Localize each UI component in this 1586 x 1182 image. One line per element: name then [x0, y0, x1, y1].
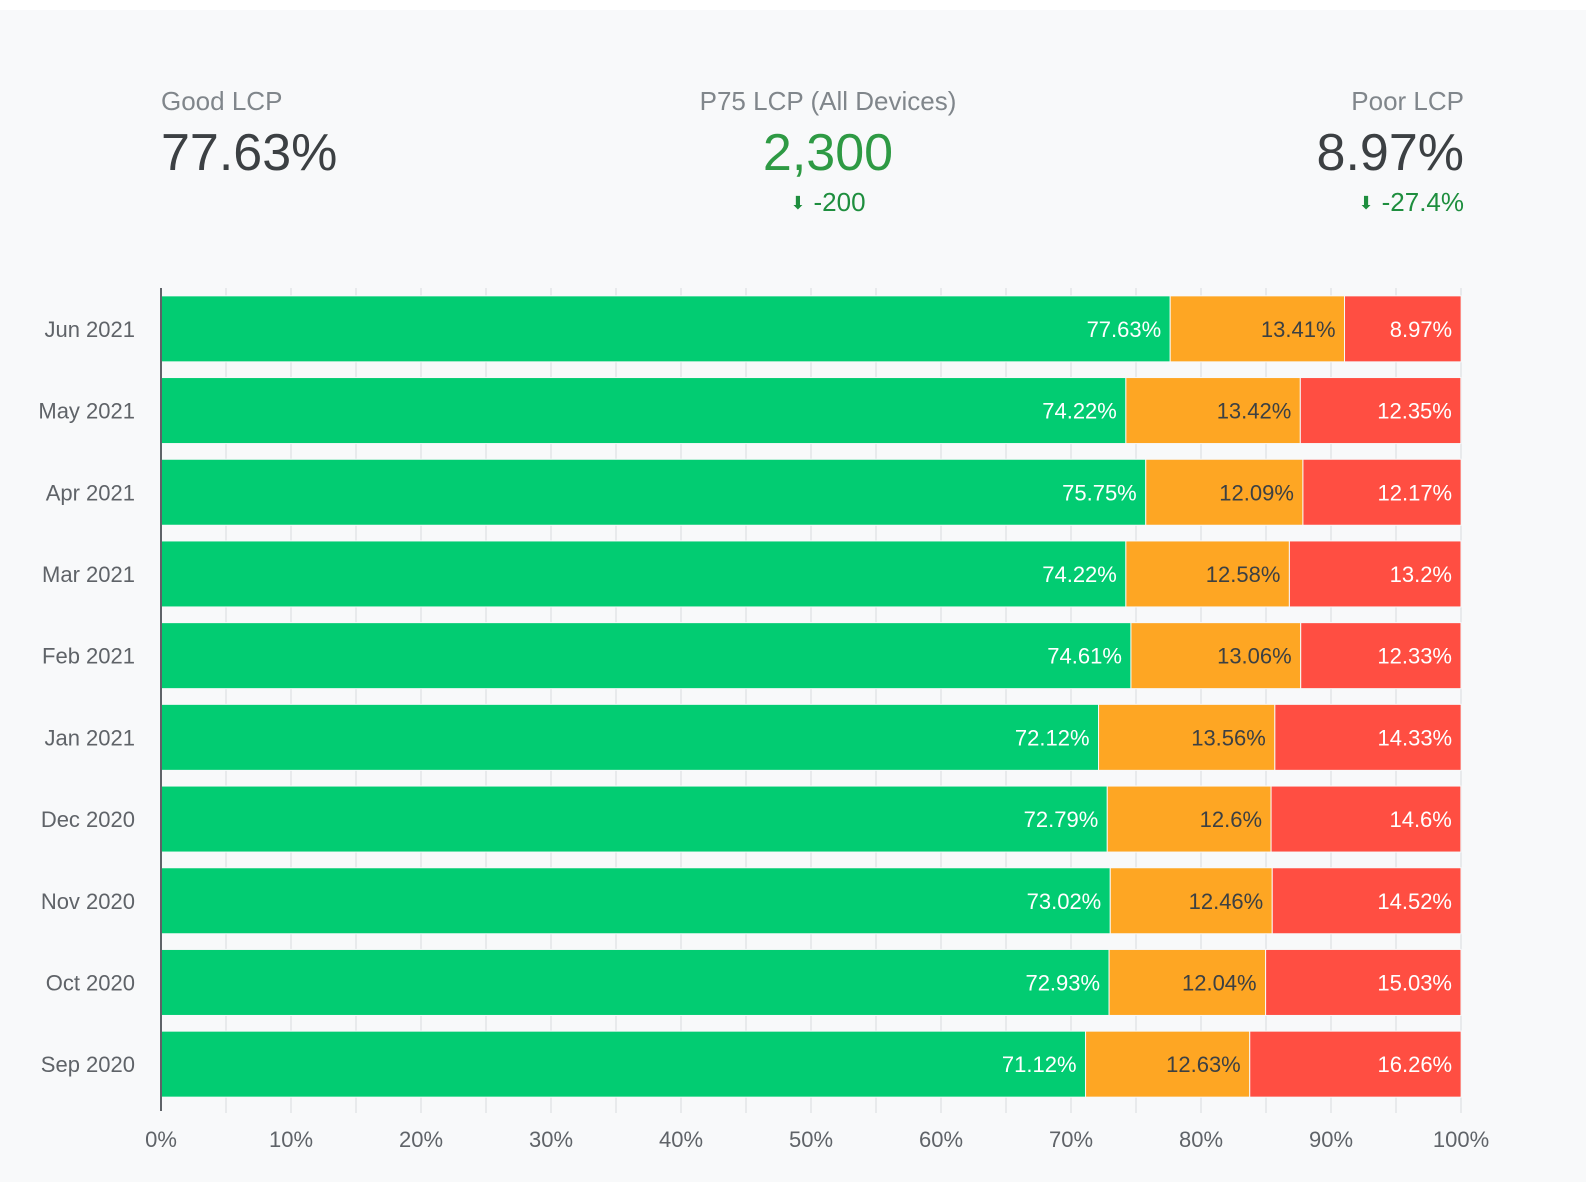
category-label: Oct 2020 — [46, 970, 135, 995]
data-label: 12.6% — [1200, 807, 1262, 832]
data-label: 74.22% — [1042, 562, 1117, 587]
arrow-down-icon: ⬇ — [790, 193, 806, 213]
data-label: 72.79% — [1024, 807, 1099, 832]
kpi-delta-value: -27.4% — [1381, 187, 1464, 217]
kpi-label: Poor LCP — [1351, 86, 1464, 116]
data-label: 12.35% — [1377, 399, 1452, 424]
bar-segment — [160, 867, 1111, 935]
data-label: 12.33% — [1377, 644, 1452, 669]
data-label: 74.22% — [1042, 399, 1117, 424]
bar-segment — [1299, 377, 1462, 445]
bar-segment — [1271, 867, 1462, 935]
kpi-p75-lcp: P75 LCP (All Devices) 2,300 ⬇ -200 — [600, 86, 1056, 218]
category-label: Jun 2021 — [44, 317, 135, 342]
data-label: 13.56% — [1191, 725, 1266, 750]
bar-segment — [1109, 867, 1273, 935]
bar-segment — [160, 948, 1110, 1016]
data-label: 16.26% — [1378, 1052, 1453, 1077]
data-label: 13.42% — [1217, 399, 1292, 424]
data-label: 73.02% — [1027, 889, 1102, 914]
data-label: 12.17% — [1378, 480, 1453, 505]
data-label: 75.75% — [1062, 480, 1137, 505]
category-label: Apr 2021 — [46, 480, 135, 505]
bar-segment — [160, 1030, 1087, 1098]
category-label: Jan 2021 — [44, 725, 135, 750]
kpi-value: 2,300 — [762, 124, 894, 182]
kpi-delta: ⬇ -27.4% — [1317, 187, 1464, 218]
bar-segment — [1169, 295, 1346, 363]
kpi-value: 77.63% — [161, 124, 338, 182]
data-label: 12.63% — [1166, 1052, 1241, 1077]
data-label: 13.2% — [1390, 562, 1452, 587]
bar-segment — [1344, 295, 1462, 363]
bar-segment — [160, 785, 1108, 853]
x-tick-label: 0% — [145, 1127, 177, 1152]
bar-segment — [1085, 1030, 1251, 1098]
kpi-poor-lcp: Poor LCP 8.97% ⬇ -27.4% — [1317, 86, 1464, 218]
x-tick-label: 90% — [1309, 1127, 1353, 1152]
category-label: May 2021 — [38, 399, 135, 424]
bar-segment — [160, 622, 1132, 690]
data-label: 12.04% — [1182, 970, 1257, 995]
bar-segment — [1274, 703, 1462, 771]
x-tick-label: 20% — [399, 1127, 443, 1152]
bar-segment — [1302, 458, 1462, 526]
category-label: Dec 2020 — [41, 807, 135, 832]
kpi-value: 8.97% — [1316, 124, 1464, 182]
data-label: 13.41% — [1261, 317, 1336, 342]
data-label: 12.46% — [1189, 889, 1264, 914]
data-label: 14.6% — [1389, 807, 1451, 832]
x-tick-label: 100% — [1433, 1127, 1489, 1152]
kpi-label: P75 LCP (All Devices) — [699, 86, 957, 116]
kpi-label: Good LCP — [161, 86, 283, 116]
data-label: 14.52% — [1377, 889, 1452, 914]
bar-segment — [1265, 948, 1462, 1016]
x-tick-label: 40% — [659, 1127, 703, 1152]
data-label: 77.63% — [1087, 317, 1162, 342]
data-label: 72.12% — [1015, 725, 1090, 750]
data-label: 12.09% — [1219, 480, 1294, 505]
data-label: 71.12% — [1002, 1052, 1077, 1077]
bar-segment — [160, 295, 1171, 363]
bar-segment — [1249, 1030, 1462, 1098]
bar-segment — [1288, 540, 1462, 608]
bar-segment — [160, 540, 1127, 608]
category-label: Feb 2021 — [42, 644, 135, 669]
kpi-good-lcp: Good LCP 77.63% — [161, 86, 337, 183]
data-label: 72.93% — [1025, 970, 1100, 995]
data-label: 12.58% — [1206, 562, 1281, 587]
x-tick-label: 70% — [1049, 1127, 1093, 1152]
data-label: 74.61% — [1047, 644, 1122, 669]
category-label: Sep 2020 — [41, 1052, 135, 1077]
bar-segment — [1130, 622, 1302, 690]
data-label: 15.03% — [1377, 970, 1452, 995]
bar-segment — [1125, 540, 1290, 608]
category-label: Mar 2021 — [42, 562, 135, 587]
x-tick-label: 60% — [919, 1127, 963, 1152]
kpi-delta: ⬇ -200 — [600, 187, 1056, 218]
bar-segment — [160, 703, 1100, 771]
bar-segment — [160, 377, 1127, 445]
bar-segment — [1098, 703, 1276, 771]
bar-segment — [1145, 458, 1304, 526]
bar-segment — [1125, 377, 1301, 445]
data-label: 8.97% — [1390, 317, 1452, 342]
bar-segment — [1270, 785, 1462, 853]
x-tick-label: 30% — [529, 1127, 573, 1152]
category-label: Nov 2020 — [41, 889, 135, 914]
kpi-delta-value: -200 — [813, 187, 866, 217]
bar-segment — [1300, 622, 1462, 690]
bar-segment — [1106, 785, 1272, 853]
bar-segment — [160, 458, 1147, 526]
x-tick-label: 80% — [1179, 1127, 1223, 1152]
x-tick-label: 10% — [269, 1127, 313, 1152]
data-label: 13.06% — [1217, 644, 1292, 669]
data-label: 14.33% — [1378, 725, 1453, 750]
arrow-down-icon: ⬇ — [1358, 193, 1374, 213]
x-tick-label: 50% — [789, 1127, 833, 1152]
